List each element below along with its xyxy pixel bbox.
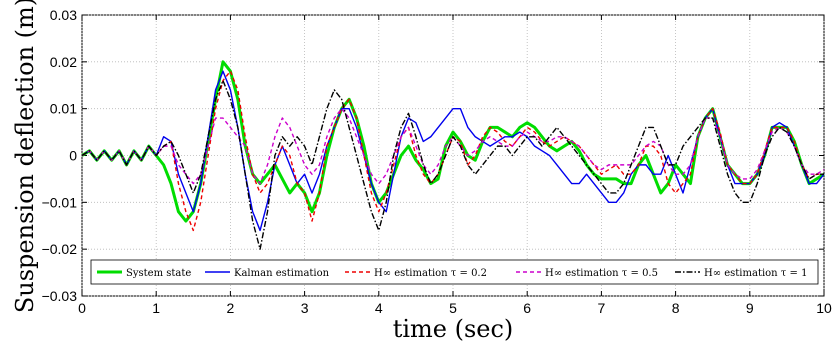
legend-label-2: H∞ estimation τ = 0.2	[374, 268, 487, 279]
y-axis-title: Suspension deflection (m)	[11, 0, 39, 313]
y-tick-label: −0.02	[42, 241, 78, 257]
axis-ticks: 0 1 2 3 4 5 6 7 8 9 10 −0.03 −0.02 −0.01 0 0.01 0.02 0.03	[42, 7, 832, 316]
x-tick-label: 9	[746, 300, 754, 316]
y-tick-label: 0	[69, 148, 77, 164]
x-axis-title: time (sec)	[393, 315, 514, 343]
series-line-1	[81, 70, 825, 232]
y-tick-label: 0.03	[50, 7, 77, 23]
legend-label-4: H∞ estimation τ = 1	[704, 268, 807, 279]
x-tick-label: 10	[816, 300, 832, 316]
series-line-4	[81, 79, 824, 250]
legend-label-3: H∞ estimation τ = 0.5	[545, 268, 658, 279]
x-tick-label: 1	[152, 300, 160, 316]
y-tick-label: −0.03	[42, 288, 78, 304]
x-tick-label: 4	[375, 300, 383, 316]
legend-label-0: System state	[126, 268, 191, 279]
x-tick-label: 7	[598, 300, 606, 316]
y-tick-label: −0.01	[42, 194, 78, 210]
x-tick-label: 5	[449, 300, 457, 316]
y-tick-label: 0.02	[50, 54, 77, 70]
legend-label-1: Kalman estimation	[234, 268, 330, 279]
x-tick-label: 3	[301, 300, 309, 316]
x-tick-label: 8	[672, 300, 680, 316]
series-lines	[81, 60, 825, 250]
x-tick-label: 0	[78, 300, 86, 316]
x-tick-label: 6	[523, 300, 531, 316]
legend: System state Kalman estimation H∞ estimati…	[90, 259, 819, 285]
x-tick-label: 2	[227, 300, 235, 316]
y-tick-label: 0.01	[50, 101, 77, 117]
